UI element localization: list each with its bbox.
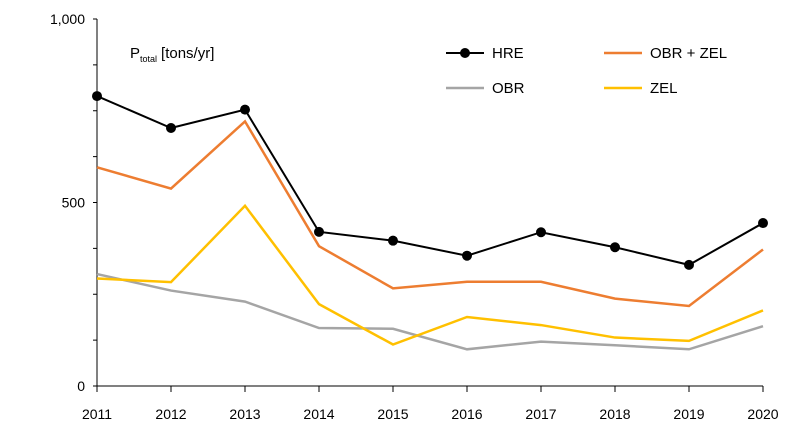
y-tick-labels: 0 500 1,000 xyxy=(50,11,85,394)
unit-subscript: total xyxy=(140,54,157,64)
x-tick-label: 2017 xyxy=(525,406,556,422)
x-tick-label: 2014 xyxy=(303,406,334,422)
x-tick-labels: 2011 2012 2013 2014 2015 2016 2017 2018 2019 2020 xyxy=(82,406,779,422)
legend-label-obr-zel: OBR + ZEL xyxy=(650,45,727,62)
legend-label-zel: ZEL xyxy=(650,80,678,97)
data-point-hre xyxy=(240,104,250,115)
data-point-hre xyxy=(684,259,694,270)
x-ticks xyxy=(96,386,764,392)
y-tick-label: 1,000 xyxy=(50,11,85,27)
data-point-hre xyxy=(610,242,620,253)
unit-symbol: P xyxy=(130,45,140,62)
series-line-zel xyxy=(96,203,764,346)
legend: HRE OBR + ZEL OBR ZEL xyxy=(446,45,727,97)
series-line-obr xyxy=(96,272,764,351)
series-markers xyxy=(92,91,768,270)
x-tick-label: 2018 xyxy=(599,406,630,422)
x-tick-label: 2016 xyxy=(451,406,482,422)
data-point-hre xyxy=(462,250,472,261)
data-point-hre xyxy=(388,235,398,246)
y-tick-label: 500 xyxy=(62,195,86,211)
legend-marker-hre xyxy=(460,48,470,58)
legend-label-obr: OBR xyxy=(492,80,525,97)
series-line-obr-zel xyxy=(96,119,764,308)
y-tick-label: 0 xyxy=(77,378,85,394)
x-tick-label: 2019 xyxy=(673,406,704,422)
x-tick-label: 2015 xyxy=(377,406,408,422)
data-point-hre xyxy=(758,218,768,229)
data-point-hre xyxy=(536,227,546,238)
x-tick-label: 2020 xyxy=(747,406,778,422)
y-minor-ticks xyxy=(93,18,97,387)
legend-label-hre: HRE xyxy=(492,45,524,62)
data-point-hre xyxy=(92,91,102,102)
x-tick-label: 2013 xyxy=(229,406,260,422)
series-line-hre xyxy=(96,95,764,266)
x-tick-label: 2011 xyxy=(82,406,112,422)
data-point-hre xyxy=(166,122,176,133)
unit-text: [tons/yr] xyxy=(161,45,214,62)
x-tick-label: 2012 xyxy=(155,406,186,422)
unit-annotation: Ptotal [tons/yr] xyxy=(130,45,214,64)
series-lines xyxy=(96,95,764,351)
data-point-hre xyxy=(314,226,324,237)
